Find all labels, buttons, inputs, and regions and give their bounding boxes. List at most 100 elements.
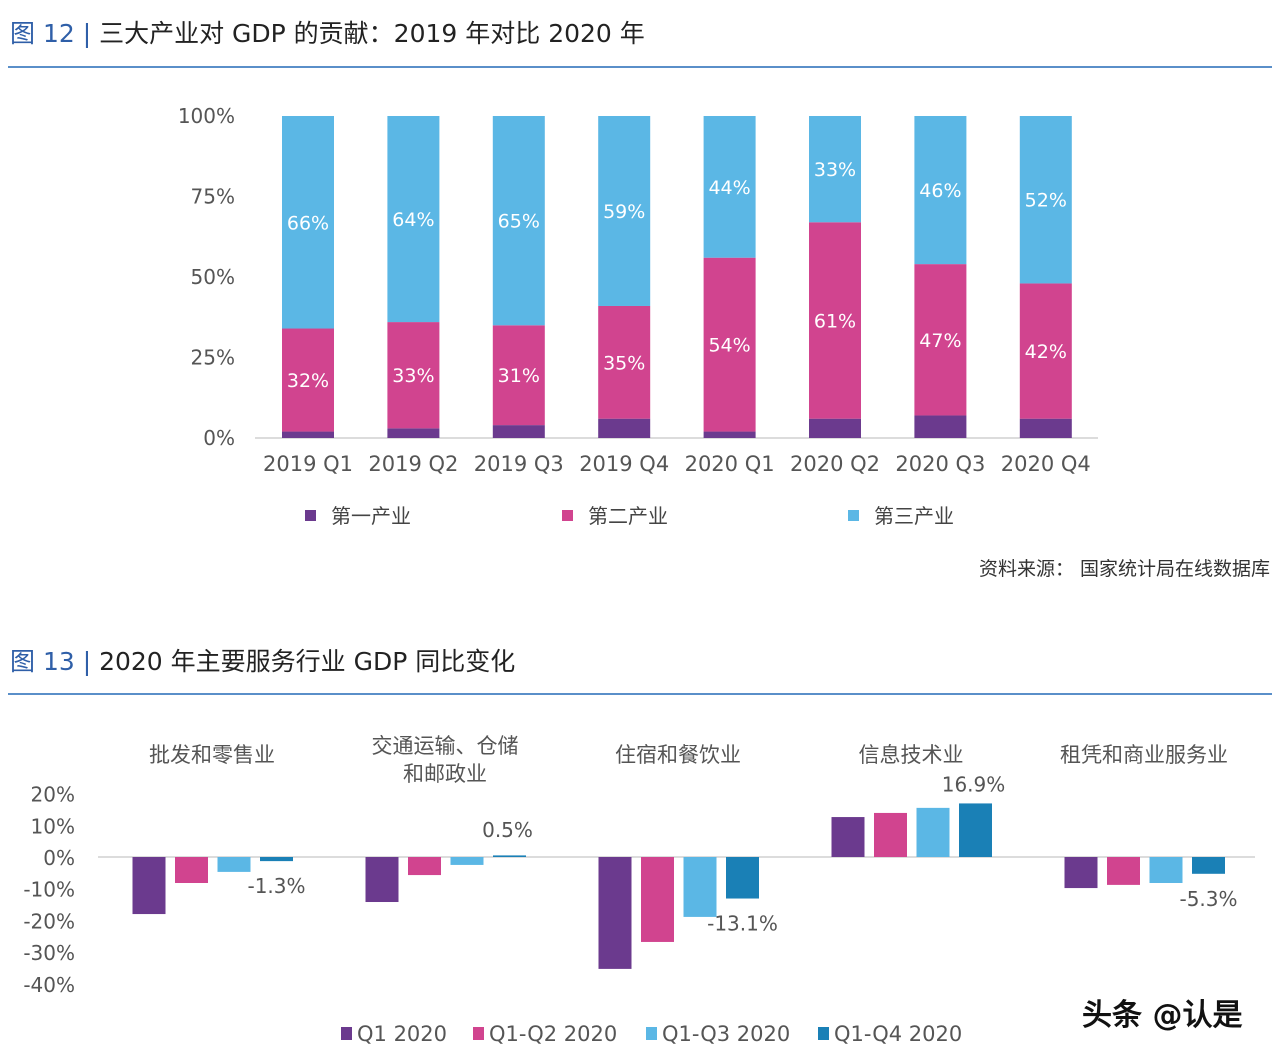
data-label: 54% xyxy=(708,335,750,357)
legend-swatch xyxy=(818,1027,829,1040)
data-label: 52% xyxy=(1025,190,1067,212)
chart-gdp-contribution: 0% 25% 50% 75% 100% 32% 66% 2019 Q1 33% 64% 2019 Q… xyxy=(178,104,1098,528)
bar-2 xyxy=(809,222,861,419)
source-note: 资料来源： 国家统计局在线数据库 xyxy=(978,558,1270,580)
y-tick-label: 50% xyxy=(191,265,235,289)
bar-3 xyxy=(683,857,717,917)
bar-1 xyxy=(1064,857,1098,889)
watermark: 头条 @认是 xyxy=(1082,998,1243,1033)
x-tick-label: 2020 Q2 xyxy=(790,452,880,476)
legend-swatch xyxy=(562,510,573,521)
y-tick-label: 25% xyxy=(191,346,235,370)
data-label: 16.9% xyxy=(942,772,1006,796)
bar-1 xyxy=(809,418,861,438)
y-tick-label: -10% xyxy=(23,878,75,902)
legend-label: 第三产业 xyxy=(874,504,954,528)
data-label: 35% xyxy=(603,352,645,374)
x-tick-label: 2019 Q4 xyxy=(579,452,669,476)
y-tick-label: 20% xyxy=(31,783,75,807)
figure-13-number: 图 13 | xyxy=(10,647,100,676)
divider xyxy=(8,66,1272,68)
data-label: 42% xyxy=(1025,341,1067,363)
bar-1 xyxy=(282,431,334,438)
bar-4 xyxy=(493,855,526,857)
bar-3 xyxy=(217,857,251,872)
bar-2 xyxy=(1107,857,1140,885)
bar-1 xyxy=(831,817,865,857)
bar-2 xyxy=(492,325,545,426)
bar-1 xyxy=(132,857,166,915)
bar-4 xyxy=(726,857,759,899)
data-label: 64% xyxy=(392,209,434,231)
bar-2 xyxy=(703,257,756,432)
legend-label: Q1-Q2 2020 xyxy=(489,1022,617,1046)
data-label: 0.5% xyxy=(482,818,533,842)
bar-2 xyxy=(282,328,334,432)
bar-1 xyxy=(598,418,651,438)
category-label: 住宿和餐饮业 xyxy=(615,743,741,767)
bar-3 xyxy=(1149,857,1183,883)
bar-1 xyxy=(703,431,756,438)
data-label: 61% xyxy=(814,310,856,332)
figure-12-title: 图 12 | 三大产业对 GDP 的贡献：2019 年对比 2020 年 xyxy=(10,14,645,50)
category-label: 租凭和商业服务业 xyxy=(1060,743,1228,767)
bar-3 xyxy=(282,116,334,329)
divider xyxy=(8,693,1272,695)
data-label: 33% xyxy=(392,365,434,387)
legend-swatch xyxy=(305,510,316,521)
x-tick-label: 2020 Q1 xyxy=(685,452,775,476)
y-tick-label: 75% xyxy=(191,185,235,209)
category-label: 信息技术业 xyxy=(859,743,964,767)
y-tick-label: -40% xyxy=(23,973,75,997)
y-tick-label: 100% xyxy=(178,104,235,128)
x-tick-label: 2019 Q1 xyxy=(263,452,353,476)
legend-label: Q1-Q3 2020 xyxy=(662,1022,790,1046)
bar-2 xyxy=(874,812,907,857)
bar-2 xyxy=(914,264,967,416)
bar-3 xyxy=(703,116,756,258)
data-label: 44% xyxy=(708,177,750,199)
bar-2 xyxy=(598,305,651,419)
bar-2 xyxy=(387,322,440,429)
legend-label: Q1 2020 xyxy=(357,1022,447,1046)
y-tick-label: 0% xyxy=(203,426,235,450)
data-label: 33% xyxy=(814,159,856,181)
bar-4 xyxy=(260,857,293,862)
x-tick-label: 2020 Q4 xyxy=(1001,452,1091,476)
bar-3 xyxy=(598,116,651,306)
bar-2 xyxy=(641,857,674,942)
legend-label: 第二产业 xyxy=(588,504,668,528)
bar-2 xyxy=(1019,283,1072,419)
figure-13-title: 图 13 | 2020 年主要服务行业 GDP 同比变化 xyxy=(10,642,515,678)
data-label: 46% xyxy=(919,180,961,202)
bar-3 xyxy=(916,807,950,857)
data-label: 31% xyxy=(498,365,540,387)
figure-13-title-text: 2020 年主要服务行业 GDP 同比变化 xyxy=(99,647,516,676)
data-label: 66% xyxy=(287,212,329,234)
y-tick-label: 0% xyxy=(43,846,75,870)
data-label: -1.3% xyxy=(247,874,305,898)
legend-label: 第一产业 xyxy=(331,504,411,528)
data-label: 47% xyxy=(919,330,961,352)
bar-3 xyxy=(1019,116,1072,284)
legend-swatch xyxy=(341,1027,352,1040)
bar-3 xyxy=(809,116,861,223)
data-label: -13.1% xyxy=(707,912,778,936)
bar-1 xyxy=(365,857,399,903)
category-label: 交通运输、仓储 xyxy=(372,734,519,758)
data-label: 65% xyxy=(498,211,540,233)
legend-swatch xyxy=(646,1027,657,1040)
x-tick-label: 2019 Q3 xyxy=(474,452,564,476)
category-label: 批发和零售业 xyxy=(149,743,275,767)
bar-1 xyxy=(387,428,440,438)
legend-swatch xyxy=(848,510,859,521)
bar-4 xyxy=(959,803,992,857)
bar-3 xyxy=(387,116,440,323)
figure-12-number: 图 12 | xyxy=(10,19,100,48)
bar-4 xyxy=(1192,857,1225,874)
figure-12-title-text: 三大产业对 GDP 的贡献：2019 年对比 2020 年 xyxy=(99,19,645,48)
y-tick-label: -30% xyxy=(23,941,75,965)
data-label: 59% xyxy=(603,201,645,223)
bar-3 xyxy=(492,116,545,326)
bar-3 xyxy=(914,116,967,265)
